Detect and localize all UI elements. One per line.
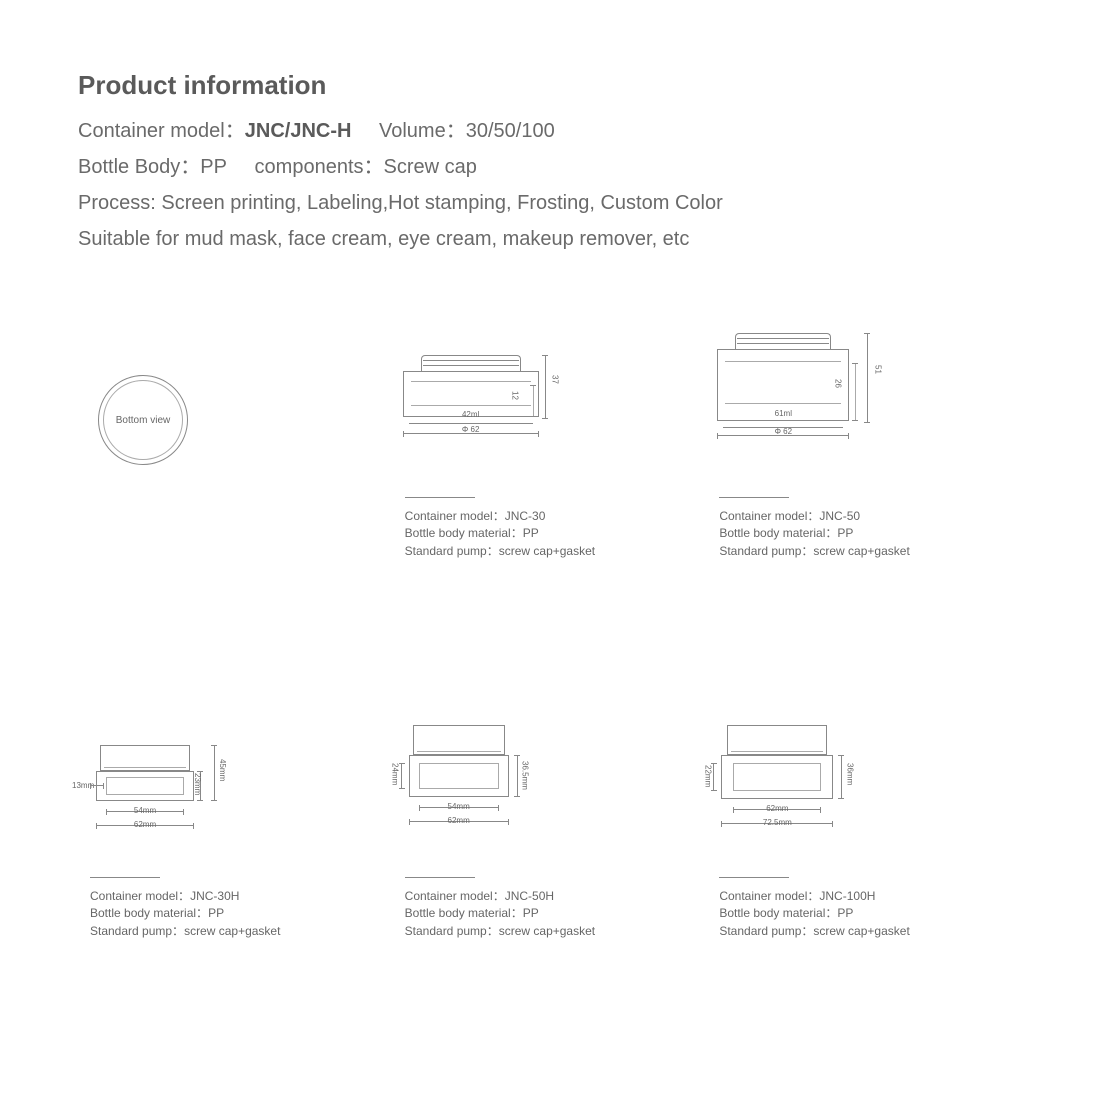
jnc-30h-w2: 62mm	[96, 820, 194, 829]
jnc-50-inner: 26	[833, 379, 842, 388]
cell-jnc-50h: 24mm 36.5mm 54mm 62mm Container model：JN…	[393, 695, 708, 955]
bottle-body-label: Bottle Body：	[78, 156, 200, 178]
info-row-2: Bottle Body：PP components：Screw cap	[78, 151, 1022, 183]
cell-bottom-view: Bottom view	[78, 315, 393, 575]
jnc-50h-figure: 24mm 36.5mm 54mm 62mm	[393, 725, 573, 855]
jnc-30-diameter: Φ 62	[403, 425, 539, 434]
jnc-100h-caption: Container model：JNC-100H Bottle body mat…	[707, 865, 1022, 940]
bottom-view-label: Bottom view	[116, 415, 170, 426]
jnc-50h-w2: 62mm	[409, 816, 509, 825]
jnc-30h-body-h: 23mm	[193, 773, 202, 795]
jnc-50h-side: 24mm	[391, 763, 400, 785]
info-row-3: Process: Screen printing, Labeling,Hot s…	[78, 187, 1022, 219]
jnc-50h-w1: 54mm	[419, 802, 499, 811]
cell-jnc-100h: 22mm 36mm 62mm 72.5mm Container model：JN…	[707, 695, 1022, 955]
jnc-30-height: 37	[551, 375, 560, 384]
jnc-100h-w1: 62mm	[733, 804, 821, 813]
components-value: Screw cap	[384, 156, 477, 178]
volume-value: 30/50/100	[466, 120, 555, 142]
jnc-100h-figure: 22mm 36mm 62mm 72.5mm	[707, 725, 897, 855]
jnc-30h-total-h: 45mm	[218, 759, 227, 781]
info-row-1: Container model：JNC/JNC-H Volume：30/50/1…	[78, 115, 1022, 147]
info-row-4: Suitable for mud mask, face cream, eye c…	[78, 223, 1022, 255]
jnc-100h-total-h: 36mm	[845, 763, 854, 785]
jnc-30h-figure: 13mm 23mm 45mm 54mm 62mm	[78, 745, 258, 855]
container-model-value: JNC/JNC-H	[245, 120, 352, 142]
bottle-body-value: PP	[200, 156, 227, 178]
cell-jnc-30h: 13mm 23mm 45mm 54mm 62mm	[78, 695, 393, 955]
jnc-50-caption: Container model：JNC-50 Bottle body mater…	[707, 485, 1022, 560]
container-model-label: Container model：	[78, 120, 245, 142]
jnc-30-volume: 42ml	[443, 410, 499, 419]
cell-jnc-50: 61ml 51 26 Φ 62 Container model：JNC-50 B…	[707, 315, 1022, 575]
cell-jnc-30: 42ml 37 12 Φ 62 Container model：JNC-30 B…	[393, 315, 708, 575]
jnc-30-inner: 12	[511, 391, 520, 400]
figure-grid: Bottom view	[78, 315, 1022, 955]
jnc-30h-w1: 54mm	[106, 806, 184, 815]
jnc-50h-caption: Container model：JNC-50H Bottle body mate…	[393, 865, 708, 940]
bottom-view-circle: Bottom view	[98, 375, 188, 465]
jnc-50-volume: 61ml	[755, 409, 811, 418]
jnc-30-caption: Container model：JNC-30 Bottle body mater…	[393, 485, 708, 560]
jnc-100h-w2: 72.5mm	[721, 818, 833, 827]
volume-label: Volume：	[379, 120, 466, 142]
page-title: Product information	[78, 70, 1022, 101]
jnc-50-height: 51	[873, 365, 882, 374]
jnc-50-figure: 61ml 51 26 Φ 62	[707, 333, 887, 473]
jnc-50h-total-h: 36.5mm	[521, 761, 530, 790]
jnc-30h-caption: Container model：JNC-30H Bottle body mate…	[78, 865, 393, 940]
jnc-50-diameter: Φ 62	[717, 427, 849, 436]
components-label: components：	[255, 156, 384, 178]
jnc-30-figure: 42ml 37 12 Φ 62	[393, 355, 573, 465]
jnc-100h-side: 22mm	[703, 765, 712, 787]
